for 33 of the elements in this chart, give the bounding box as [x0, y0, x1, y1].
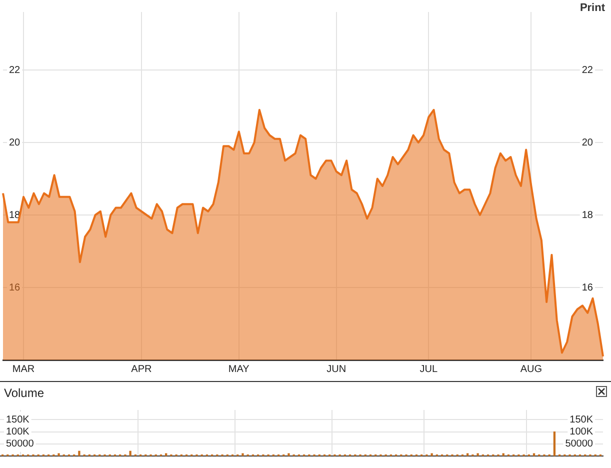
annotation: Print	[580, 2, 605, 14]
y2-tick-label: 50000	[565, 438, 594, 450]
y2-tick-label: 18	[582, 210, 594, 221]
x-tick-label: JUN	[326, 364, 346, 375]
bar	[129, 450, 132, 456]
bar	[553, 431, 556, 456]
chart-title: Volume	[4, 386, 44, 400]
bar	[532, 453, 536, 456]
bar	[58, 453, 60, 456]
bar	[78, 450, 80, 456]
y2-tick-label: 22	[582, 64, 594, 76]
x-tick-label: APR	[131, 364, 152, 375]
y2-tick-label: 100K	[570, 426, 594, 438]
bar	[466, 453, 469, 456]
bar	[288, 453, 290, 456]
y-tick-label: 16	[9, 282, 21, 294]
bar	[502, 453, 504, 456]
y2-tick-label: 150K	[570, 414, 594, 426]
bar	[430, 453, 433, 456]
x-tick-label: MAR	[12, 364, 35, 375]
bar	[165, 453, 168, 456]
x-tick-label: JUL	[420, 364, 438, 375]
y2-tick-label: 16	[582, 282, 594, 294]
bar	[476, 453, 479, 456]
y-tick-label: 22	[9, 64, 21, 76]
x-tick-label: MAY	[228, 364, 250, 375]
y-tick-label: 20	[9, 137, 21, 148]
y-tick-label: 50000	[6, 438, 34, 450]
y2-tick-label: 20	[582, 137, 594, 148]
y-tick-label: 100K	[6, 426, 30, 438]
y-tick-label: 150K	[6, 414, 30, 426]
x-tick-label: AUG	[520, 364, 542, 375]
bar	[242, 453, 244, 456]
